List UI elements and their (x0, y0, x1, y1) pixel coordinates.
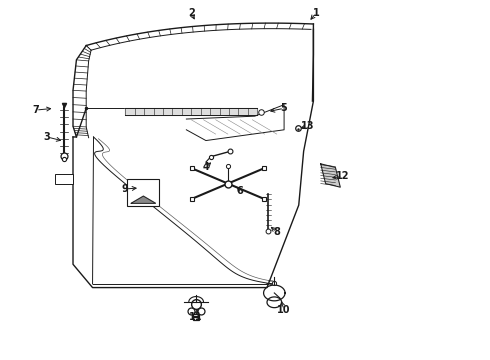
Polygon shape (321, 164, 340, 187)
Bar (127, 179, 159, 206)
Text: 7: 7 (32, 105, 39, 115)
Text: 8: 8 (273, 227, 280, 237)
Text: 2: 2 (188, 8, 195, 18)
Text: 5: 5 (281, 103, 288, 113)
Text: 6: 6 (237, 186, 244, 196)
Text: 3: 3 (44, 132, 50, 142)
Text: 1: 1 (313, 8, 319, 18)
Text: 13: 13 (301, 121, 314, 131)
Polygon shape (131, 196, 156, 203)
Text: 10: 10 (277, 305, 291, 315)
Text: 12: 12 (336, 171, 349, 181)
Text: 9: 9 (122, 184, 129, 194)
Text: 11: 11 (190, 312, 203, 322)
Text: 4: 4 (202, 162, 209, 172)
Bar (55, 174, 73, 184)
